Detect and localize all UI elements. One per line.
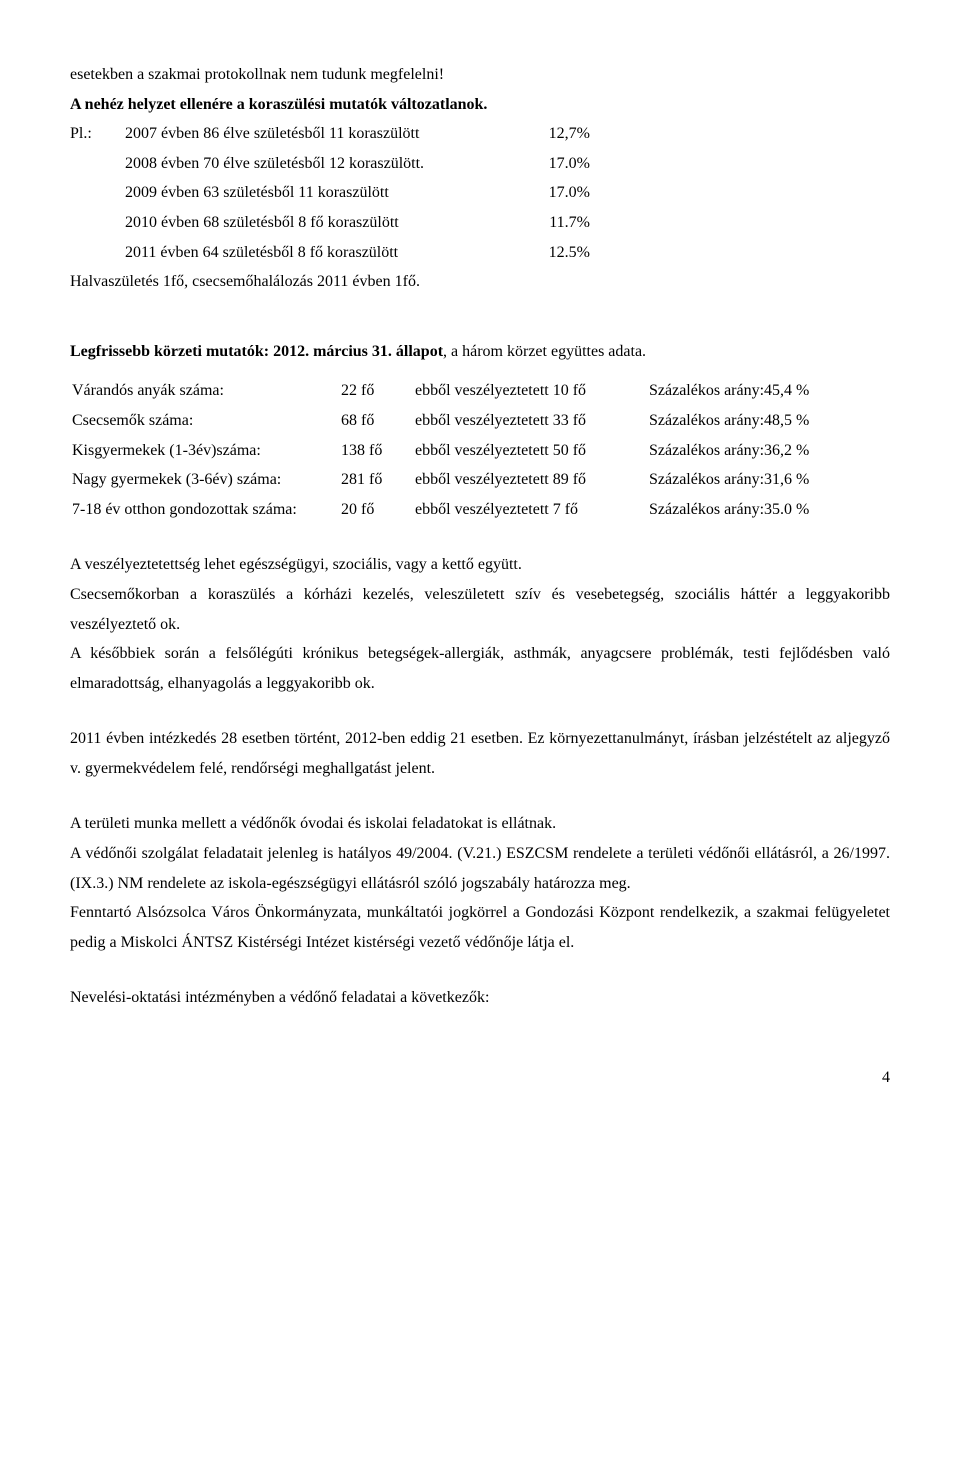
table-row: Várandós anyák száma: 22 fő ebből veszél… <box>70 376 890 406</box>
stat-row: 2009 évben 63 születésből 11 koraszülött… <box>125 178 590 208</box>
cell-c2: 68 fő <box>339 406 413 436</box>
stat-label: 2011 évben 64 születésből 8 fő koraszülö… <box>125 238 398 268</box>
cell-c1: Nagy gyermekek (3-6év) száma: <box>70 465 339 495</box>
cell-c2: 22 fő <box>339 376 413 406</box>
cell-c2: 138 fő <box>339 436 413 466</box>
cell-c4: Százalékos arány:31,6 % <box>647 465 890 495</box>
cell-c2: 20 fő <box>339 495 413 525</box>
cell-c3: ebből veszélyeztetett 7 fő <box>413 495 647 525</box>
cell-c1: Csecsemők száma: <box>70 406 339 436</box>
body-para-4: 2011 évben intézkedés 28 esetben történt… <box>70 724 890 783</box>
stat-pct: 11.7% <box>509 208 590 238</box>
legfrissebb-bold: Legfrissebb körzeti mutatók: 2012. márci… <box>70 343 443 360</box>
stats-table: Várandós anyák száma: 22 fő ebből veszél… <box>70 376 890 524</box>
legfrissebb-heading: Legfrissebb körzeti mutatók: 2012. márci… <box>70 337 890 367</box>
stat-row: 2010 évben 68 születésből 8 fő koraszülö… <box>125 208 590 238</box>
cell-c4: Százalékos arány:36,2 % <box>647 436 890 466</box>
body-para-8: Nevelési-oktatási intézményben a védőnő … <box>70 983 890 1013</box>
cell-c4: Százalékos arány:45,4 % <box>647 376 890 406</box>
stat-row: 2008 évben 70 élve születésből 12 korasz… <box>125 149 590 179</box>
stat-row: 2007 évben 86 élve születésből 11 korasz… <box>125 119 590 149</box>
cell-c1: Kisgyermekek (1-3év)száma: <box>70 436 339 466</box>
intro-line-1: esetekben a szakmai protokollnak nem tud… <box>70 60 890 90</box>
stat-pct: 17.0% <box>509 149 590 179</box>
stat-pct: 17.0% <box>509 178 590 208</box>
stat-label: 2010 évben 68 születésből 8 fő koraszülö… <box>125 208 399 238</box>
body-para-2: Csecsemőkorban a koraszülés a kórházi ke… <box>70 580 890 639</box>
cell-c4: Százalékos arány:48,5 % <box>647 406 890 436</box>
stat-label: 2009 évben 63 születésből 11 koraszülött <box>125 178 389 208</box>
cell-c3: ebből veszélyeztetett 50 fő <box>413 436 647 466</box>
body-para-3: A későbbiek során a felsőlégúti krónikus… <box>70 639 890 698</box>
stat-pct: 12,7% <box>509 119 590 149</box>
body-para-5: A területi munka mellett a védőnők óvoda… <box>70 809 890 839</box>
body-para-7: Fenntartó Alsózsolca Város Önkormányzata… <box>70 898 890 957</box>
intro-line-2: A nehéz helyzet ellenére a koraszülési m… <box>70 90 890 120</box>
table-row: Csecsemők száma: 68 fő ebből veszélyezte… <box>70 406 890 436</box>
pl-label: Pl.: <box>70 119 125 267</box>
table-row: 7-18 év otthon gondozottak száma: 20 fő … <box>70 495 890 525</box>
stat-label: 2008 évben 70 élve születésből 12 korasz… <box>125 149 424 179</box>
cell-c1: Várandós anyák száma: <box>70 376 339 406</box>
body-para-1: A veszélyeztetettség lehet egészségügyi,… <box>70 550 890 580</box>
stat-pct: 12.5% <box>509 238 590 268</box>
table-row: Kisgyermekek (1-3év)száma: 138 fő ebből … <box>70 436 890 466</box>
stat-label: 2007 évben 86 élve születésből 11 korasz… <box>125 119 419 149</box>
table-row: Nagy gyermekek (3-6év) száma: 281 fő ebb… <box>70 465 890 495</box>
page-number: 4 <box>70 1063 890 1093</box>
stat-row: 2011 évben 64 születésből 8 fő koraszülö… <box>125 238 590 268</box>
cell-c1: 7-18 év otthon gondozottak száma: <box>70 495 339 525</box>
cell-c4: Százalékos arány:35.0 % <box>647 495 890 525</box>
halva-line: Halvaszületés 1fő, csecsemőhalálozás 201… <box>70 267 890 297</box>
body-para-6: A védőnői szolgálat feladatait jelenleg … <box>70 839 890 898</box>
cell-c3: ebből veszélyeztetett 89 fő <box>413 465 647 495</box>
legfrissebb-tail: , a három körzet együttes adata. <box>443 343 646 360</box>
cell-c3: ebből veszélyeztetett 33 fő <box>413 406 647 436</box>
cell-c2: 281 fő <box>339 465 413 495</box>
cell-c3: ebből veszélyeztetett 10 fő <box>413 376 647 406</box>
